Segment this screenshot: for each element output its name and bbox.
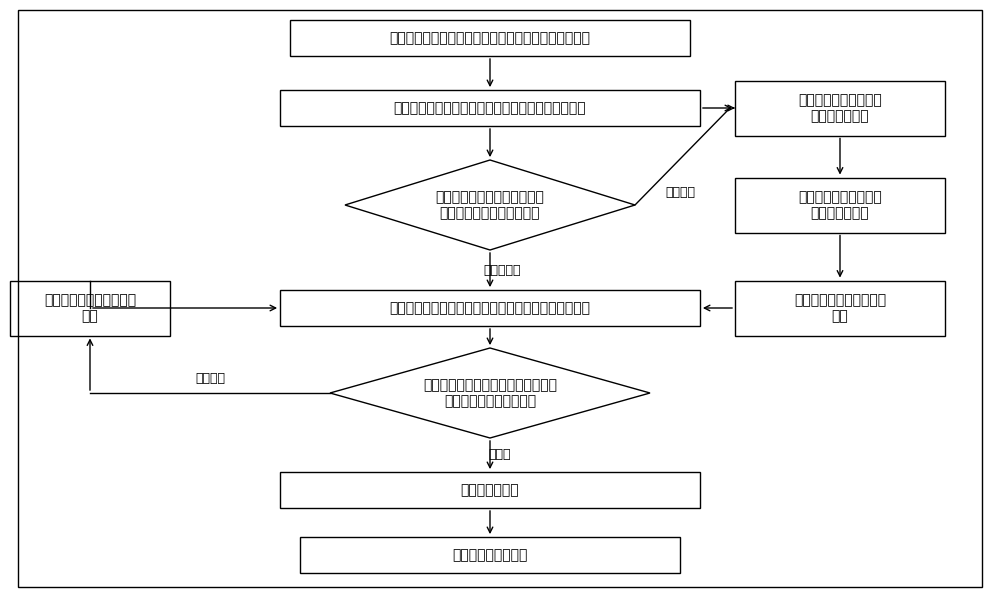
Text: 印章服务器列出印章列
表，并量子加密: 印章服务器列出印章列 表，并量子加密	[798, 93, 882, 123]
Bar	[735, 177, 945, 232]
Text: 需要更新: 需要更新	[665, 186, 695, 199]
Bar	[300, 537, 680, 573]
Bar	[280, 472, 700, 508]
Bar	[280, 290, 700, 326]
Text: 印章客户端询问印章服务器是
否需要更新用户的印章列表: 印章客户端询问印章服务器是 否需要更新用户的印章列表	[436, 190, 544, 220]
Polygon shape	[330, 348, 650, 438]
Text: 可执行: 可执行	[489, 448, 511, 461]
Text: 印章客户端用户选择印章，选择盖章位置，并点击盖章: 印章客户端用户选择印章，选择盖章位置，并点击盖章	[390, 301, 590, 315]
Text: 用户盖章并保存: 用户盖章并保存	[461, 483, 519, 497]
Text: 使用印章客户端的虚拟打印机打印文档生成电子文档: 使用印章客户端的虚拟打印机打印文档生成电子文档	[394, 101, 586, 115]
Text: 印章客户端向印章服务器提交印章信
息，并询问是否可以盖章: 印章客户端向印章服务器提交印章信 息，并询问是否可以盖章	[423, 378, 557, 408]
Bar	[290, 20, 690, 56]
Text: 不可执行: 不可执行	[195, 371, 225, 384]
Bar	[280, 90, 700, 126]
Text: 印章客户端盖章结束: 印章客户端盖章结束	[452, 548, 528, 562]
Bar	[10, 281, 170, 336]
Text: 印章客户端的用户打开待盖章的文档，选中虚拟打印机: 印章客户端的用户打开待盖章的文档，选中虚拟打印机	[390, 31, 590, 45]
Text: 印章客户端提示用户盖章
失败: 印章客户端提示用户盖章 失败	[44, 293, 136, 323]
Polygon shape	[345, 160, 635, 250]
Bar	[735, 281, 945, 336]
Text: 印章客户端更新本地印章
列表: 印章客户端更新本地印章 列表	[794, 293, 886, 323]
Text: 不需要更新: 不需要更新	[483, 263, 521, 276]
Text: 印章客户端下载印章列
表，并量子解密: 印章客户端下载印章列 表，并量子解密	[798, 190, 882, 220]
Bar	[735, 81, 945, 136]
